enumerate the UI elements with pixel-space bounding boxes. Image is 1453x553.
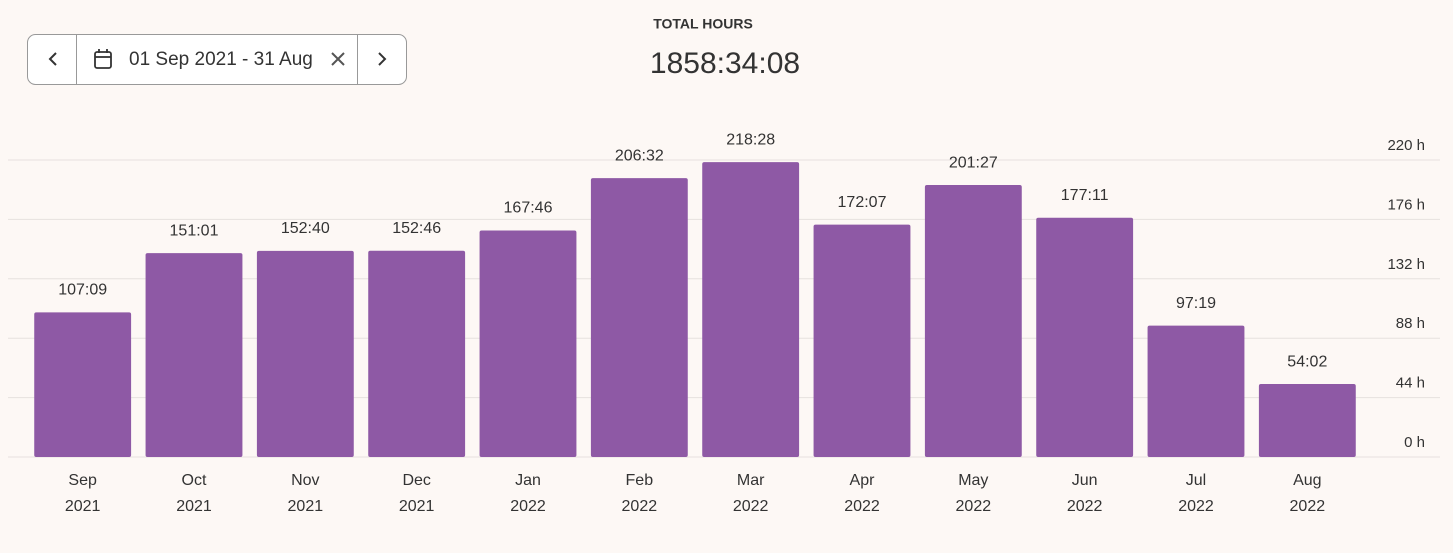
value-label: 167:46 — [504, 200, 553, 217]
value-label: 218:28 — [726, 131, 775, 148]
y-tick-label: 44 h — [1396, 375, 1425, 392]
date-range-label[interactable]: 01 Sep 2021 - 31 Aug — [129, 49, 313, 70]
bar — [702, 162, 800, 457]
value-label: 151:01 — [170, 222, 219, 239]
value-label: 177:11 — [1061, 187, 1109, 204]
x-tick-year: 2022 — [844, 498, 880, 515]
x-tick-label: Apr — [850, 472, 876, 489]
bar — [34, 312, 132, 457]
x-tick-year: 2021 — [176, 498, 212, 515]
bar — [145, 253, 243, 457]
value-label: 201:27 — [949, 154, 998, 171]
x-tick-label: Mar — [737, 472, 765, 489]
x-tick-year: 2022 — [622, 498, 658, 515]
bar — [1147, 325, 1245, 457]
x-tick-label: Oct — [182, 472, 207, 489]
bar — [256, 250, 354, 457]
x-tick-year: 2022 — [733, 498, 769, 515]
y-tick-label: 220 h — [1387, 137, 1425, 154]
bar — [368, 250, 466, 457]
x-tick-label: Nov — [291, 472, 319, 489]
summary-value: 1858:34:08 — [650, 47, 800, 80]
y-tick-label: 0 h — [1404, 434, 1425, 451]
x-tick-label: Aug — [1293, 472, 1321, 489]
x-tick-year: 2021 — [65, 498, 101, 515]
value-label: 152:46 — [392, 220, 441, 237]
x-tick-label: Jul — [1186, 472, 1206, 489]
x-tick-label: Jun — [1072, 472, 1098, 489]
x-tick-year: 2022 — [956, 498, 992, 515]
y-tick-label: 132 h — [1387, 256, 1425, 273]
x-tick-year: 2021 — [288, 498, 324, 515]
x-tick-year: 2022 — [1290, 498, 1326, 515]
bar — [924, 185, 1022, 458]
bar — [1258, 384, 1356, 457]
value-label: 54:02 — [1287, 353, 1327, 370]
value-label: 152:40 — [281, 220, 330, 237]
x-tick-label: Sep — [68, 472, 97, 489]
x-tick-year: 2022 — [1178, 498, 1214, 515]
next-button[interactable] — [378, 52, 387, 66]
value-label: 107:09 — [58, 282, 107, 299]
x-tick-year: 2021 — [399, 498, 435, 515]
y-tick-label: 176 h — [1387, 196, 1425, 213]
x-tick-year: 2022 — [1067, 498, 1103, 515]
x-tick-label: Feb — [626, 472, 654, 489]
y-tick-label: 88 h — [1396, 315, 1425, 332]
value-label: 97:19 — [1176, 295, 1216, 312]
bar — [813, 224, 911, 457]
x-tick-label: Dec — [402, 472, 430, 489]
calendar-icon — [94, 49, 112, 69]
value-label: 206:32 — [615, 147, 664, 164]
x-tick-year: 2022 — [510, 498, 546, 515]
value-label: 172:07 — [838, 194, 887, 211]
date-picker-frame — [27, 34, 407, 85]
bar — [479, 230, 577, 457]
summary-title: TOTAL HOURS — [653, 16, 753, 32]
bar — [590, 178, 688, 457]
x-tick-label: May — [958, 472, 988, 489]
x-tick-label: Jan — [515, 472, 541, 489]
clear-button[interactable] — [331, 52, 345, 66]
bar — [1036, 217, 1134, 457]
date-picker: 01 Sep 2021 - 31 Aug — [27, 34, 407, 85]
prev-button[interactable] — [48, 52, 57, 66]
